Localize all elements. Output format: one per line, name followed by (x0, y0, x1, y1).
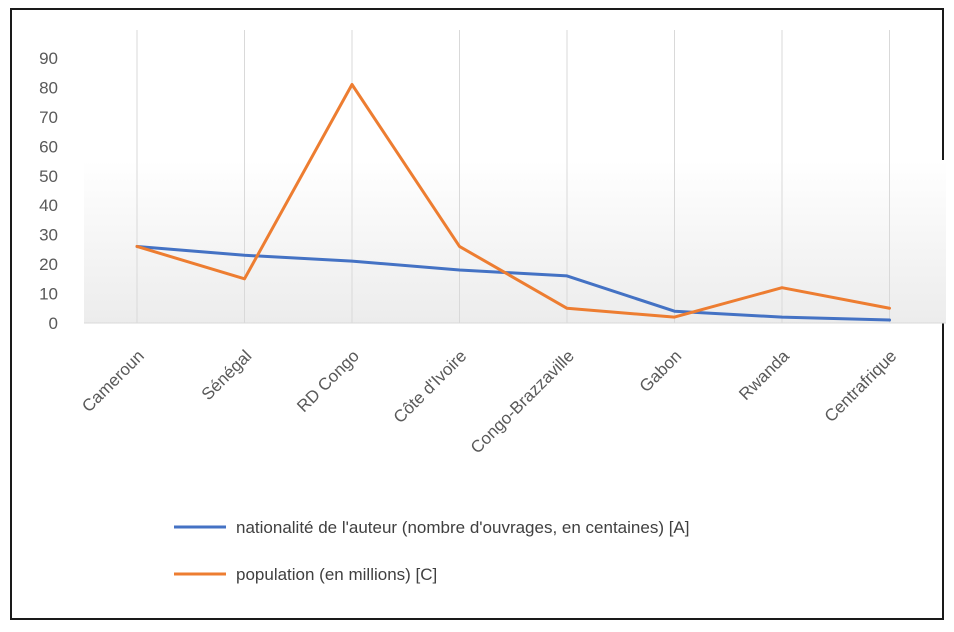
y-tick-label: 60 (39, 137, 58, 156)
x-tick-label: Congo-Brazzaville (467, 346, 578, 457)
data-point (781, 286, 784, 289)
plot-area (84, 160, 946, 323)
data-point (673, 316, 676, 319)
data-point (136, 245, 139, 248)
x-tick-label: Côte d'Ivoire (390, 346, 471, 427)
y-tick-label: 30 (39, 226, 58, 245)
data-point (243, 254, 246, 257)
grid-lines (136, 30, 890, 323)
y-tick-label: 70 (39, 108, 58, 127)
y-axis: 0 10 20 30 40 50 60 70 80 90 (39, 49, 58, 333)
series-lines (135, 83, 891, 322)
data-point (673, 310, 676, 313)
x-tick-label: Rwanda (735, 346, 793, 404)
data-point (458, 245, 461, 248)
x-axis: Cameroun Sénégal RD Congo Côte d'IvoireCong… (78, 322, 946, 457)
data-point (351, 83, 354, 86)
x-tick-label: Centrafrique (821, 346, 901, 426)
legend-entry-label: population (en millions) [C] (236, 565, 437, 584)
x-tick-label: RD Congo (293, 346, 363, 416)
y-tick-label: 0 (49, 314, 58, 333)
legend: nationalité de l'auteur (nombre d'ouvrag… (174, 518, 690, 584)
y-tick-label: 90 (39, 49, 58, 68)
data-point (566, 307, 569, 310)
x-tick-label: Cameroun (78, 346, 148, 416)
data-point (458, 269, 461, 272)
y-tick-label: 50 (39, 167, 58, 186)
data-point (243, 277, 246, 280)
legend-entry-label: nationalité de l'auteur (nombre d'ouvrag… (236, 518, 690, 537)
data-point (566, 274, 569, 277)
y-tick-label: 40 (39, 196, 58, 215)
data-point (781, 316, 784, 319)
data-point (888, 319, 891, 322)
y-tick-label: 20 (39, 255, 58, 274)
series-line-population (135, 83, 891, 319)
data-point (351, 260, 354, 263)
x-tick-label: Sénégal (198, 346, 256, 404)
y-tick-label: 10 (39, 285, 58, 304)
series-line-nationalite (135, 244, 891, 322)
y-tick-label: 80 (39, 78, 58, 97)
x-tick-label: Gabon (636, 346, 686, 396)
data-point (888, 307, 891, 310)
